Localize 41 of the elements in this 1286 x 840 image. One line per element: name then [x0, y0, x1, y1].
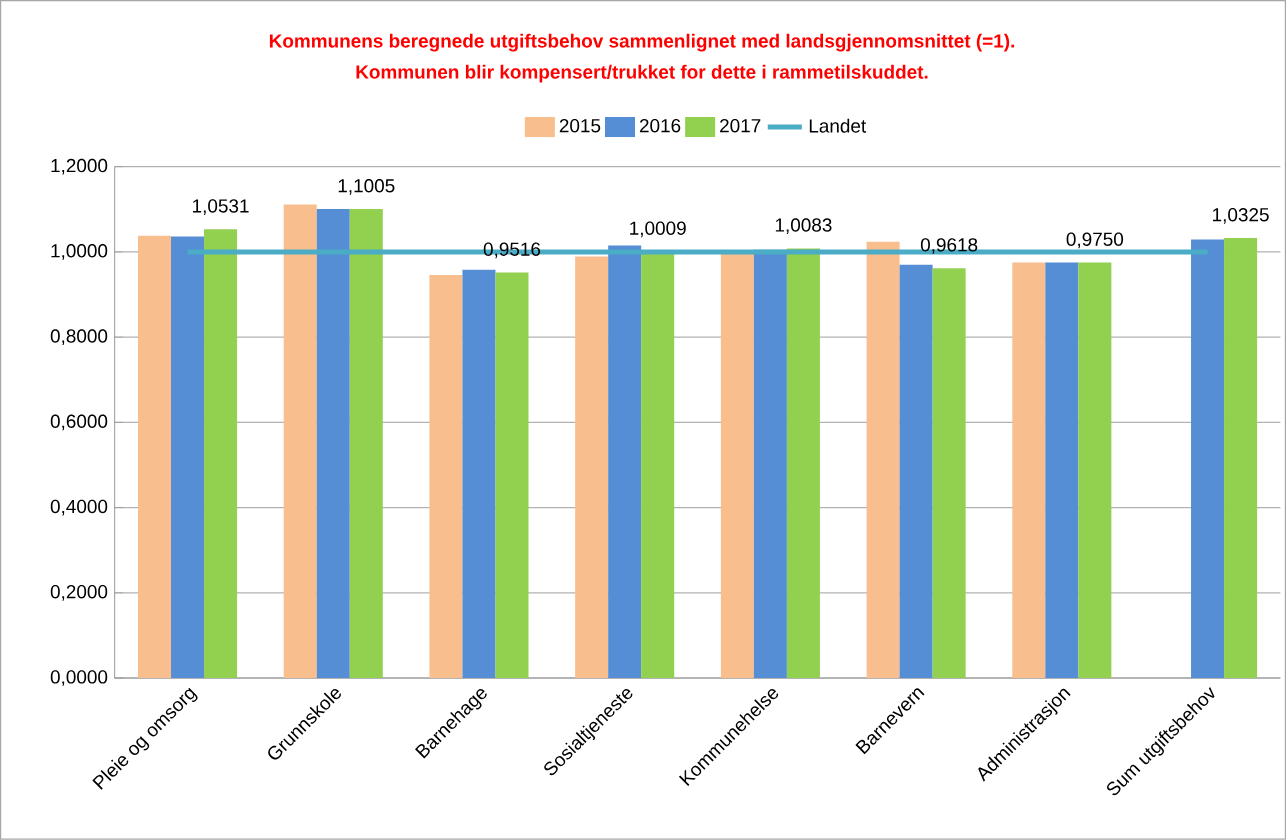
- legend-label: 2017: [720, 119, 761, 133]
- bar: [1224, 238, 1258, 679]
- bar: [1191, 239, 1225, 679]
- legend-label: Landet: [809, 118, 867, 133]
- bar: [495, 272, 529, 679]
- legend-label: 2016: [639, 119, 681, 133]
- bar: [866, 241, 900, 679]
- bar: [1078, 262, 1112, 679]
- y-tick-label: 0,4000: [50, 499, 108, 516]
- data-label: 1,0531: [193, 199, 249, 216]
- bar: [932, 268, 966, 679]
- y-tick-label: 1,2000: [51, 159, 108, 175]
- bar: [608, 245, 642, 679]
- chart-subtitle: Kommunen blir kompensert/trukket for dette i rammetilskuddet.: [356, 64, 928, 83]
- y-tick-label: 0,0000: [50, 670, 108, 686]
- bar: [171, 236, 205, 679]
- bar: [204, 229, 238, 679]
- y-tick-label: 0,6000: [50, 414, 108, 431]
- bar: [786, 248, 820, 679]
- bar: [1012, 262, 1046, 679]
- bar: [462, 269, 496, 679]
- bar: [720, 252, 754, 679]
- bar: [349, 209, 383, 679]
- bar: [283, 204, 317, 679]
- chart-title: Kommunens beregnede utgiftsbehov sammenlignet med landsgjennomsnittet (=1).: [269, 33, 1015, 52]
- bar: [316, 209, 350, 679]
- data-label: 1,1005: [338, 179, 395, 195]
- data-label: 0,9750: [1066, 232, 1124, 249]
- y-tick-label: 1,0000: [51, 244, 108, 260]
- data-label: 1,0325: [1213, 208, 1269, 224]
- bar: [899, 264, 933, 679]
- legend-label: 2015: [559, 119, 601, 133]
- bar: [1045, 262, 1079, 679]
- bar: [641, 251, 675, 679]
- bar: [575, 256, 609, 679]
- bar: [429, 275, 463, 679]
- data-label: 1,0009: [630, 221, 686, 238]
- data-label: 1,0083: [775, 218, 832, 235]
- bar: [138, 235, 172, 679]
- y-tick-label: 0,2000: [50, 585, 108, 601]
- y-tick-label: 0,8000: [50, 329, 108, 346]
